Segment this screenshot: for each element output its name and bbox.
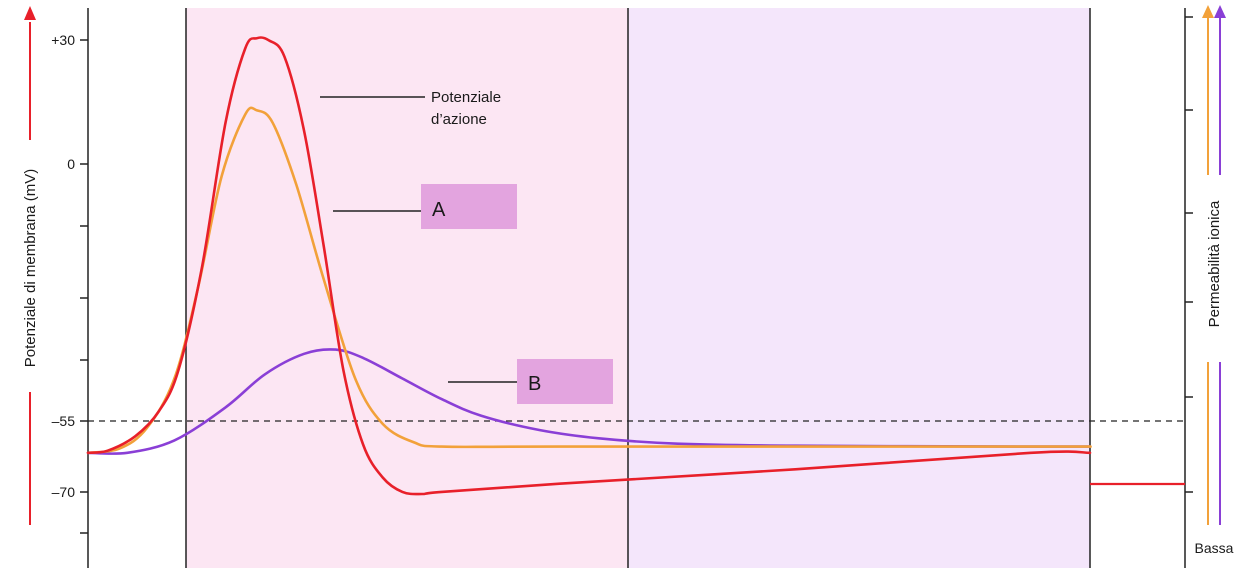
- permeability-a-arrowhead: [1202, 5, 1214, 18]
- label-b-text: B: [528, 373, 541, 395]
- left-tick-label-55: –55: [52, 413, 76, 429]
- permeability-b-arrowhead: [1214, 5, 1226, 18]
- left-tick-label-30: +30: [51, 32, 75, 48]
- left-axis-title: Potenziale di membrana (mV): [22, 169, 39, 367]
- label-b-box: [517, 359, 613, 404]
- recovery-phase-band: [628, 8, 1090, 568]
- depolarization-phase-band: [186, 8, 628, 568]
- action-potential-curve: [86, 36, 1092, 496]
- label-a-box: [421, 184, 517, 229]
- action-potential-label-line1: Potenziale: [431, 89, 501, 106]
- left-tick-label-0: 0: [67, 156, 75, 172]
- membrane-potential-arrowhead: [24, 6, 36, 20]
- label-a-text: A: [432, 199, 446, 221]
- left-tick-label-70: –70: [52, 484, 76, 500]
- curve-layer: [86, 36, 1092, 496]
- right-axis-low-label: Bassa: [1195, 540, 1234, 556]
- right-axis-title: Permeabilità ionica: [1206, 200, 1223, 327]
- action-potential-label-line2: d’azione: [431, 111, 487, 128]
